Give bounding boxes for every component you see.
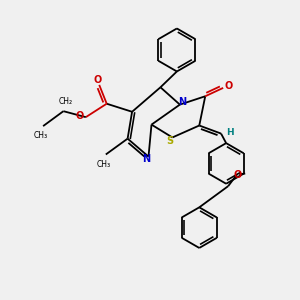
Text: O: O <box>94 74 102 85</box>
Text: CH₂: CH₂ <box>59 97 73 106</box>
Text: O: O <box>233 170 241 180</box>
Text: H: H <box>226 128 234 136</box>
Text: O: O <box>224 81 233 92</box>
Text: O: O <box>75 111 83 121</box>
Text: N: N <box>178 97 186 107</box>
Text: CH₃: CH₃ <box>34 131 48 140</box>
Text: CH₃: CH₃ <box>96 160 110 169</box>
Text: S: S <box>167 136 174 146</box>
Text: N: N <box>142 154 150 164</box>
